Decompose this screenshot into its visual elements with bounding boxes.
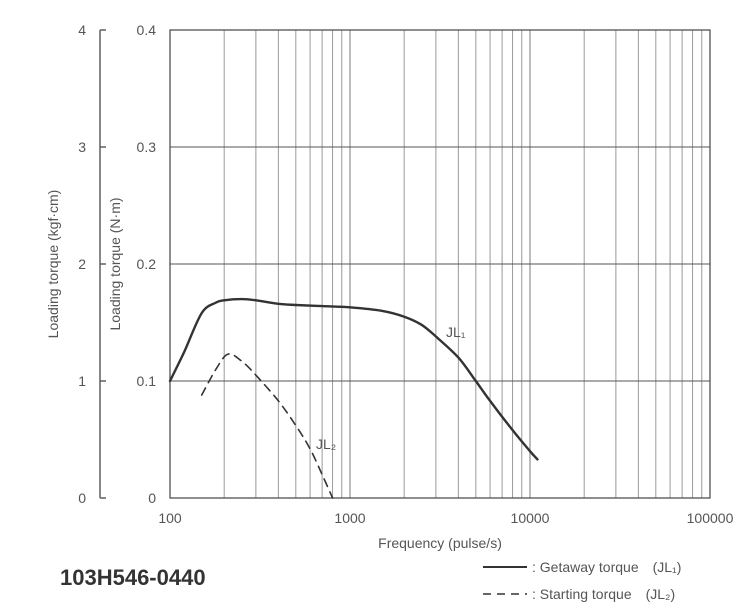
y-tick-label-right: 0.3 — [137, 139, 157, 155]
y-tick-label-left: 4 — [78, 22, 86, 38]
legend-starting-label: : Starting torque (JL₂) — [532, 586, 675, 602]
y-tick-label-left: 3 — [78, 139, 86, 155]
x-tick-label: 100 — [158, 510, 182, 526]
series-line-2 — [200, 353, 334, 499]
series-label-jl2: JL₂ — [316, 436, 336, 452]
y-tick-label-right: 0.4 — [137, 22, 157, 38]
series-label-jl1: JL₁ — [446, 324, 466, 340]
series-line-1 — [168, 297, 539, 461]
x-tick-label: 10000 — [511, 510, 550, 526]
x-tick-label: 100000 — [687, 510, 734, 526]
y-tick-label-right: 0.1 — [137, 373, 157, 389]
left-axis — [99, 29, 106, 499]
y-tick-label-right: 0.2 — [137, 256, 157, 272]
y-axis-title-right: Loading torque (N·m) — [107, 197, 123, 330]
series-layer — [168, 297, 539, 499]
y-axis-title-left: Loading torque (kgf·cm) — [45, 190, 61, 339]
y-tick-label-left: 1 — [78, 373, 86, 389]
y-tick-label-right: 0 — [148, 490, 156, 506]
y-tick-label-left: 2 — [78, 256, 86, 272]
model-number: 103H546-0440 — [60, 565, 206, 590]
y-tick-label-left: 0 — [78, 490, 86, 506]
x-tick-label: 1000 — [334, 510, 365, 526]
tick-labels: 0 1 2 3 4 0 0.1 0.2 0.3 0.4 100 1000 10000 100000 — [78, 22, 733, 526]
grid — [170, 30, 710, 498]
legend: : Getaway torque (JL₁) : Starting torque… — [483, 559, 681, 602]
x-axis-title: Frequency (pulse/s) — [378, 535, 502, 551]
plot-frame — [169, 29, 711, 499]
legend-getaway-label: : Getaway torque (JL₁) — [532, 559, 681, 575]
